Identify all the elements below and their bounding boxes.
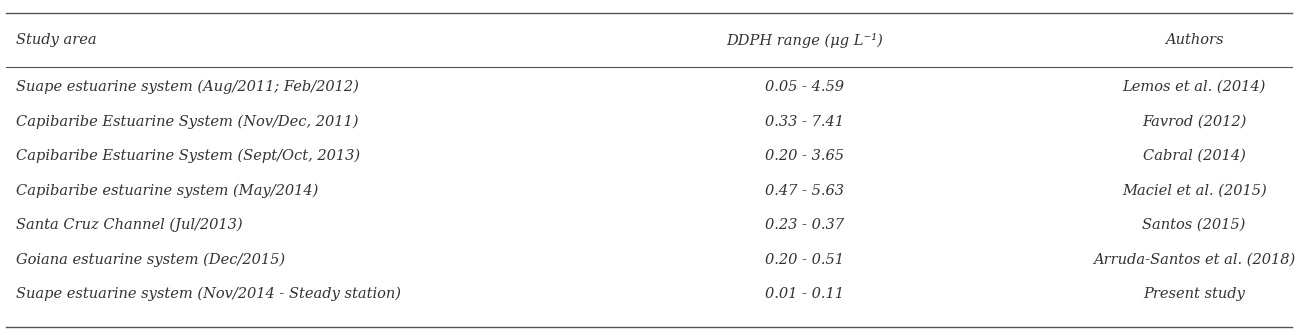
Text: Santos (2015): Santos (2015) xyxy=(1142,218,1246,232)
Text: 0.20 - 0.51: 0.20 - 0.51 xyxy=(766,253,844,267)
Text: Maciel et al. (2015): Maciel et al. (2015) xyxy=(1121,184,1267,198)
Text: Goiana estuarine system (Dec/2015): Goiana estuarine system (Dec/2015) xyxy=(16,253,284,267)
Text: DDPH range (μg L⁻¹): DDPH range (μg L⁻¹) xyxy=(727,33,883,48)
Text: Capibaribe Estuarine System (Sept/Oct, 2013): Capibaribe Estuarine System (Sept/Oct, 2… xyxy=(16,149,360,163)
Text: Authors: Authors xyxy=(1164,33,1224,47)
Text: Capibaribe Estuarine System (Nov/Dec, 2011): Capibaribe Estuarine System (Nov/Dec, 20… xyxy=(16,115,358,129)
Text: Cabral (2014): Cabral (2014) xyxy=(1142,149,1246,163)
Text: Arruda-Santos et al. (2018): Arruda-Santos et al. (2018) xyxy=(1093,253,1295,267)
Text: 0.20 - 3.65: 0.20 - 3.65 xyxy=(766,149,844,163)
Text: Study area: Study area xyxy=(16,33,96,47)
Text: 0.47 - 5.63: 0.47 - 5.63 xyxy=(766,184,844,198)
Text: Present study: Present study xyxy=(1144,287,1245,301)
Text: Lemos et al. (2014): Lemos et al. (2014) xyxy=(1123,80,1266,94)
Text: 0.05 - 4.59: 0.05 - 4.59 xyxy=(766,80,844,94)
Text: Santa Cruz Channel (Jul/2013): Santa Cruz Channel (Jul/2013) xyxy=(16,218,243,232)
Text: 0.33 - 7.41: 0.33 - 7.41 xyxy=(766,115,844,129)
Text: Suape estuarine system (Nov/2014 - Steady station): Suape estuarine system (Nov/2014 - Stead… xyxy=(16,287,401,301)
Text: Suape estuarine system (Aug/2011; Feb/2012): Suape estuarine system (Aug/2011; Feb/20… xyxy=(16,80,358,94)
Text: Favrod (2012): Favrod (2012) xyxy=(1142,115,1246,129)
Text: 0.23 - 0.37: 0.23 - 0.37 xyxy=(766,218,844,232)
Text: Capibaribe estuarine system (May/2014): Capibaribe estuarine system (May/2014) xyxy=(16,184,318,198)
Text: 0.01 - 0.11: 0.01 - 0.11 xyxy=(766,287,844,301)
